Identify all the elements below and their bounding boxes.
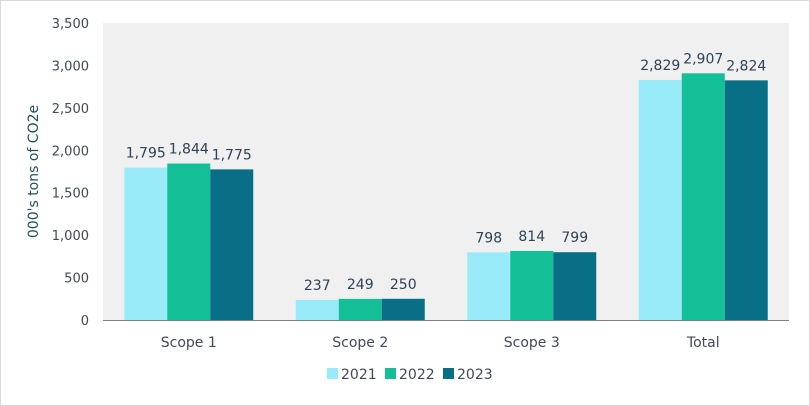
y-tick-label: 2,000 — [52, 144, 89, 159]
legend: 2021 2022 2023 — [327, 367, 493, 383]
bar-scope-2-2023 — [381, 298, 425, 320]
y-tick-label: 0 — [81, 314, 89, 329]
bars — [124, 73, 768, 320]
x-category-label: Scope 3 — [504, 335, 560, 351]
data-label: 2,824 — [726, 58, 766, 74]
legend-label: 2021 — [341, 367, 377, 383]
bar-scope-3-2021 — [467, 252, 511, 320]
bar-scope-1-2023 — [210, 169, 254, 320]
bar-scope-1-2021 — [124, 167, 168, 320]
data-label: 814 — [518, 229, 545, 245]
y-axis-label: 000's tons of CO2e — [26, 105, 42, 238]
x-category-label: Total — [686, 335, 720, 351]
y-tick-label: 500 — [64, 272, 89, 287]
data-label: 249 — [347, 277, 374, 293]
y-tick-label: 3,000 — [52, 59, 89, 74]
bar-scope-3-2022 — [510, 250, 554, 320]
bar-scope-2-2022 — [338, 298, 382, 320]
legend-swatch-2023 — [443, 368, 454, 379]
y-tick-label: 1,000 — [52, 229, 89, 244]
y-tick-label: 3,500 — [52, 17, 89, 32]
data-label: 1,795 — [126, 146, 166, 162]
data-label: 1,844 — [169, 142, 209, 158]
bar-scope-1-2022 — [167, 163, 211, 320]
data-label: 2,829 — [640, 58, 680, 74]
legend-label: 2022 — [399, 367, 435, 383]
bar-total-2022 — [681, 73, 725, 320]
data-label: 2,907 — [683, 51, 723, 67]
x-category-label: Scope 1 — [161, 335, 217, 351]
data-label: 798 — [475, 230, 502, 246]
bar-total-2021 — [638, 79, 682, 320]
y-tick-label: 2,500 — [52, 102, 89, 117]
bar-scope-3-2023 — [553, 252, 597, 320]
bar-total-2023 — [724, 80, 768, 320]
data-label: 799 — [561, 230, 588, 246]
y-axis-ticks: 0 500 1,000 1,500 2,000 2,500 3,000 3,500 — [52, 17, 89, 329]
legend-swatch-2021 — [327, 368, 338, 379]
x-axis-categories: Scope 1 Scope 2 Scope 3 Total — [161, 335, 720, 351]
data-label: 250 — [390, 277, 417, 293]
data-label: 1,775 — [212, 147, 252, 163]
data-label: 237 — [304, 278, 331, 294]
legend-label: 2023 — [457, 367, 493, 383]
legend-swatch-2022 — [385, 368, 396, 379]
y-tick-label: 1,500 — [52, 187, 89, 202]
bar-scope-2-2021 — [295, 299, 339, 320]
x-category-label: Scope 2 — [332, 335, 388, 351]
